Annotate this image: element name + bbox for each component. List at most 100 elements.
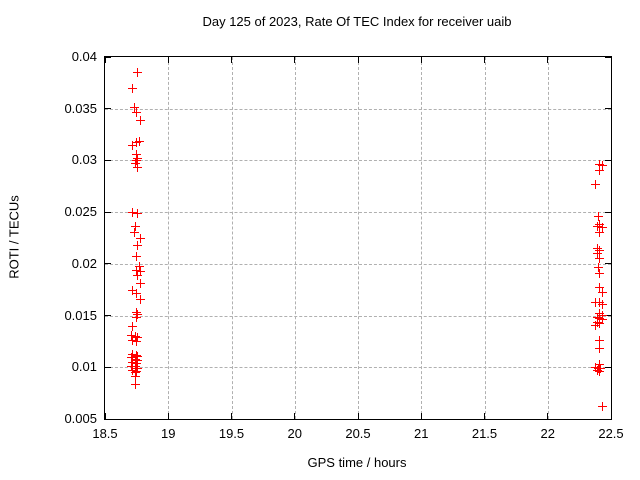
data-point (133, 355, 143, 365)
data-point (132, 366, 142, 376)
data-point (595, 335, 605, 345)
y-tick-label: 0.035 (64, 100, 97, 116)
data-point (592, 365, 602, 375)
y-tick-right (605, 366, 611, 368)
data-point (591, 362, 601, 372)
data-point (129, 103, 139, 113)
data-point (591, 321, 601, 331)
y-tick-label: 0.04 (71, 49, 97, 64)
data-point (128, 286, 138, 296)
data-point (132, 336, 142, 346)
data-point (133, 163, 143, 173)
data-point (133, 240, 143, 250)
data-point (133, 363, 143, 373)
x-tick-top (231, 57, 232, 63)
data-point (593, 263, 603, 273)
data-point (128, 141, 138, 151)
y-tick-left (105, 418, 111, 420)
y-tick-left (105, 366, 111, 368)
x-tick-label: 18.5 (92, 426, 118, 441)
y-axis-label: ROTI / TECUs (6, 195, 22, 279)
data-point (130, 354, 140, 364)
data-point (128, 335, 138, 345)
data-point (132, 265, 142, 275)
v-gridline (484, 57, 486, 419)
data-point (127, 330, 137, 340)
data-point (135, 279, 145, 288)
y-tick-right (605, 159, 611, 161)
x-tick-top (294, 57, 296, 63)
x-tick-top (420, 57, 422, 63)
x-tick-bottom (104, 413, 106, 419)
x-tick-label: 19.5 (218, 426, 245, 441)
data-point (597, 288, 607, 298)
x-tick-bottom (484, 413, 485, 419)
data-point (127, 353, 137, 363)
y-tick-left (105, 315, 111, 317)
data-point (596, 363, 606, 373)
data-point (130, 222, 140, 232)
y-tick-right (605, 211, 611, 213)
data-point (595, 245, 605, 255)
x-tick-label: 20 (287, 426, 302, 441)
data-point (597, 161, 607, 171)
data-point (130, 361, 140, 371)
data-point (132, 307, 142, 317)
data-point (595, 366, 605, 376)
data-point (132, 358, 142, 368)
x-tick-top (167, 57, 169, 63)
y-tick-left (105, 211, 111, 213)
y-tick-label: 0.02 (71, 255, 97, 271)
data-point (595, 283, 605, 293)
x-tick-label: 21 (414, 426, 429, 441)
data-point (135, 233, 145, 243)
data-point (132, 149, 142, 159)
data-point (128, 365, 138, 375)
data-point (134, 262, 144, 272)
x-tick-label: 21.5 (471, 426, 498, 441)
data-point (595, 160, 605, 170)
data-point (595, 344, 605, 354)
x-tick-top (547, 57, 549, 63)
x-tick-top (357, 57, 359, 63)
v-gridline (168, 57, 170, 419)
data-point (595, 268, 605, 278)
y-tick-label: 0.005 (64, 411, 97, 426)
x-tick-top (104, 57, 106, 63)
x-tick-bottom (231, 413, 232, 419)
chart-title: Day 125 of 2023, Rate Of TEC Index for r… (202, 14, 512, 29)
data-point (130, 372, 140, 382)
plot-area: 18.5 19 19.5 20 20.5 21 21.5 22 22.5 0.005 0.01 0.0… (64, 49, 623, 441)
data-point (133, 332, 143, 342)
y-tick-label: 0.025 (64, 204, 97, 220)
x-tick-bottom (610, 413, 612, 419)
data-point (595, 314, 605, 324)
y-tick-left (105, 108, 111, 110)
data-point (132, 155, 142, 165)
x-tick-bottom (547, 413, 549, 419)
data-point (592, 222, 602, 232)
x-tick-bottom (294, 413, 296, 419)
data-point (595, 359, 605, 369)
data-point (129, 228, 139, 238)
y-tick-right (605, 315, 611, 317)
x-tick-top (484, 57, 485, 63)
v-gridline (358, 57, 359, 419)
data-point (595, 220, 605, 230)
data-point (597, 402, 607, 412)
data-point (128, 322, 138, 332)
data-point (597, 315, 607, 325)
data-point (133, 310, 143, 320)
data-point (132, 313, 142, 323)
data-point (595, 319, 605, 329)
data-point (128, 357, 138, 367)
y-tick-right (605, 108, 611, 110)
x-axis-label: GPS time / hours (307, 455, 407, 470)
x-tick-label: 19 (161, 426, 176, 441)
data-point (134, 137, 144, 147)
data-point (593, 211, 603, 221)
data-point (130, 159, 140, 169)
y-tick-right (605, 263, 611, 265)
data-point (592, 249, 602, 258)
